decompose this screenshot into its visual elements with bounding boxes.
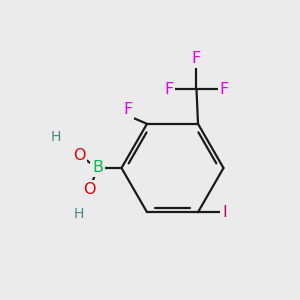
Text: F: F	[192, 51, 201, 66]
Text: B: B	[92, 160, 103, 175]
Text: O: O	[73, 148, 85, 163]
Text: O: O	[84, 182, 96, 196]
Text: I: I	[222, 205, 227, 220]
Text: H: H	[51, 130, 61, 144]
Text: F: F	[164, 82, 174, 97]
Text: F: F	[124, 102, 133, 117]
Text: H: H	[74, 207, 84, 221]
Text: F: F	[219, 82, 229, 97]
